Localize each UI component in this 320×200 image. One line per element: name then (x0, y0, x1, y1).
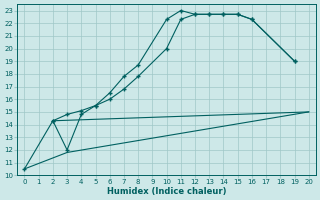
X-axis label: Humidex (Indice chaleur): Humidex (Indice chaleur) (107, 187, 226, 196)
